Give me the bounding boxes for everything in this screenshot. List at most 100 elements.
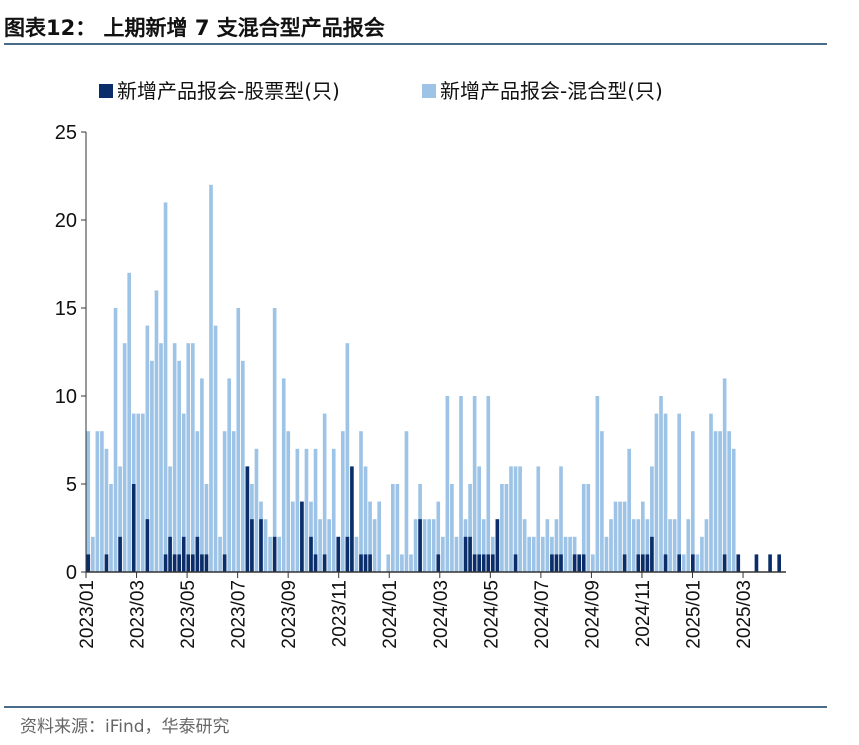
bar-mixed xyxy=(163,202,168,572)
x-tick-label: 2024/07 xyxy=(532,580,553,649)
bar-mixed xyxy=(659,396,663,572)
bar-stock xyxy=(468,536,472,572)
bar-mixed xyxy=(709,413,713,572)
bar-mixed xyxy=(345,343,350,572)
bar-stock xyxy=(754,554,759,572)
bar-mixed xyxy=(281,378,286,572)
bar-mixed xyxy=(254,448,259,572)
bar-mixed xyxy=(209,184,213,573)
bar-mixed xyxy=(691,431,695,572)
bar-stock xyxy=(691,554,695,572)
bar-stock xyxy=(363,554,368,572)
bar-stock xyxy=(259,519,263,572)
bar-mixed xyxy=(195,431,200,572)
bar-mixed xyxy=(181,413,186,572)
bar-mixed xyxy=(586,484,591,572)
bar-stock xyxy=(663,554,668,572)
bar-mixed xyxy=(359,431,363,572)
bar-stock xyxy=(777,554,781,572)
bar-mixed xyxy=(645,519,650,572)
bar-mixed xyxy=(627,448,631,572)
bar-mixed xyxy=(486,396,491,572)
bar-mixed xyxy=(322,413,327,572)
bar-mixed xyxy=(477,466,481,572)
bar-mixed xyxy=(695,554,700,572)
bar-mixed xyxy=(400,554,404,572)
bar-mixed xyxy=(109,484,113,572)
bar-mixed xyxy=(677,413,681,572)
bar-stock xyxy=(336,536,341,572)
bar-mixed xyxy=(531,536,536,572)
bar-stock xyxy=(200,554,204,572)
bar-mixed xyxy=(204,484,209,572)
bar-stock xyxy=(550,554,554,572)
bar-stock xyxy=(250,519,254,572)
x-tick-label: 2024/03 xyxy=(431,580,452,649)
bar-mixed xyxy=(409,554,413,572)
bar-mixed xyxy=(236,308,241,572)
title-divider xyxy=(4,43,827,45)
bar-stock xyxy=(677,554,681,572)
bar-mixed xyxy=(268,536,272,572)
bar-mixed xyxy=(668,519,672,572)
bar-stock xyxy=(322,554,327,572)
bar-stock xyxy=(768,554,772,572)
bar-mixed xyxy=(227,378,231,572)
bar-mixed xyxy=(568,536,572,572)
bar-stock xyxy=(222,554,227,572)
bar-mixed xyxy=(513,466,518,572)
bar-stock xyxy=(463,536,468,572)
bar-stock xyxy=(650,536,654,572)
bar-stock xyxy=(309,536,313,572)
bar-mixed xyxy=(481,519,486,572)
bar-mixed xyxy=(595,396,600,572)
source-divider xyxy=(4,706,827,708)
x-tick-label: 2023/05 xyxy=(178,580,199,649)
bar-mixed xyxy=(372,519,377,572)
bar-mixed xyxy=(686,519,691,572)
bar-stock xyxy=(145,519,150,572)
bar-mixed xyxy=(636,519,641,572)
bar-stock xyxy=(722,554,727,572)
legend: 新增产品报会-股票型(只) 新增产品报会-混合型(只) xyxy=(99,79,663,103)
bar-mixed xyxy=(681,554,686,572)
legend-label-mixed: 新增产品报会-混合型(只) xyxy=(440,79,663,103)
bar-stock xyxy=(191,554,195,572)
bar-mixed xyxy=(641,501,645,572)
bar-stock xyxy=(486,554,491,572)
bar-mixed xyxy=(200,378,204,572)
legend-label-stock: 新增产品报会-股票型(只) xyxy=(117,79,340,103)
x-tick-label: 2024/01 xyxy=(380,580,401,649)
series-mixed-bars xyxy=(86,184,736,573)
bar-mixed xyxy=(104,448,109,572)
bar-mixed xyxy=(222,431,227,572)
bar-mixed xyxy=(704,519,709,572)
x-tick-label: 2025/03 xyxy=(734,580,755,649)
bar-mixed xyxy=(450,484,454,572)
bar-mixed xyxy=(454,536,459,572)
bar-stock xyxy=(554,554,559,572)
bar-stock xyxy=(181,536,186,572)
bar-mixed xyxy=(559,466,563,572)
x-tick-label: 2023/07 xyxy=(229,580,250,649)
bar-mixed xyxy=(445,396,450,572)
bar-mixed xyxy=(509,466,513,572)
bar-stock xyxy=(104,554,109,572)
bar-mixed xyxy=(241,360,245,572)
bar-stock xyxy=(622,554,627,572)
bar-mixed xyxy=(581,484,586,572)
bar-stock xyxy=(495,519,500,572)
x-tick-label: 2023/03 xyxy=(128,580,149,649)
bar-mixed xyxy=(291,501,295,572)
bar-mixed xyxy=(518,466,522,572)
bar-mixed xyxy=(700,536,704,572)
bar-mixed xyxy=(563,536,568,572)
bar-stock xyxy=(736,554,741,572)
x-tick-label: 2023/09 xyxy=(279,580,300,649)
bar-mixed xyxy=(527,536,531,572)
bar-mixed xyxy=(600,431,604,572)
x-tick-label: 2023/11 xyxy=(330,580,351,647)
bar-stock xyxy=(491,554,495,572)
bar-mixed xyxy=(613,501,618,572)
bar-mixed xyxy=(431,519,436,572)
